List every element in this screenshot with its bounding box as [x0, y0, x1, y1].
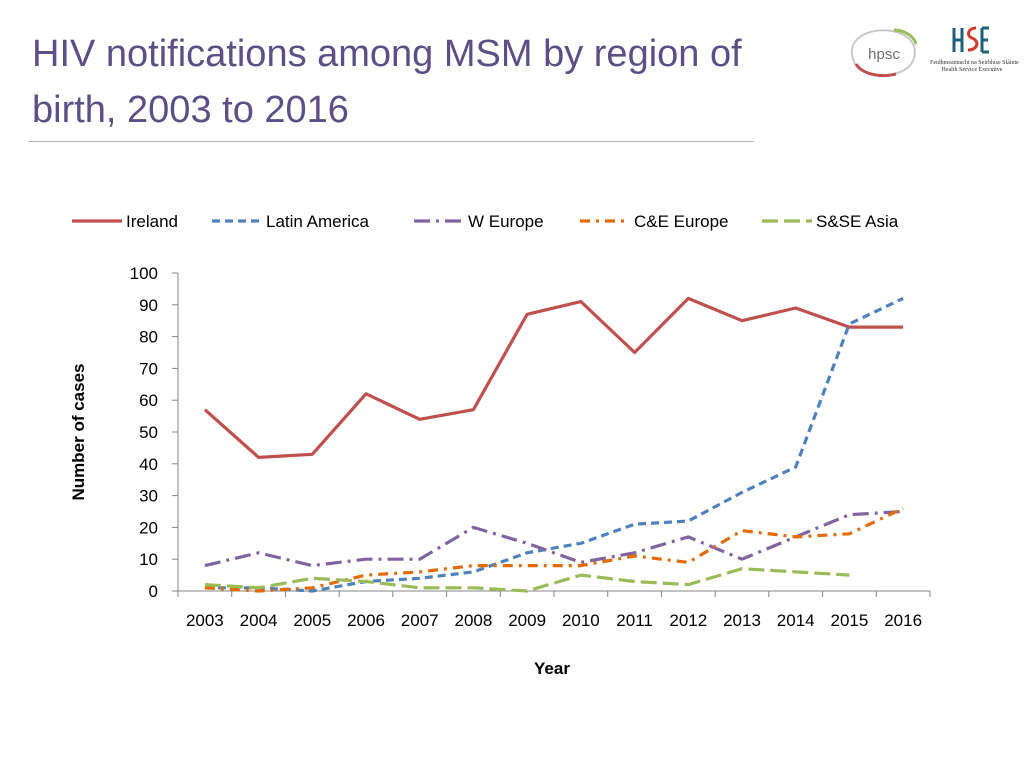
x-tick-label: 2008 — [455, 611, 493, 630]
x-tick-label: 2014 — [777, 611, 815, 630]
slide-title: HIV notifications among MSM by region of… — [32, 33, 742, 131]
x-tick-label: 2011 — [616, 611, 653, 630]
hse-logo-english-text: Health Service Executive — [941, 67, 1003, 73]
legend-label-cande-europe: C&E Europe — [634, 212, 729, 231]
x-tick-label: 2016 — [884, 611, 922, 630]
x-tick-label: 2006 — [347, 611, 385, 630]
y-tick-label: 70 — [139, 359, 158, 378]
y-tick-label: 50 — [139, 423, 158, 442]
y-axis-title: Number of cases — [69, 364, 88, 501]
series-line-latin-america — [204, 296, 904, 593]
x-tick-label: 2003 — [186, 611, 224, 630]
y-tick-label: 90 — [139, 296, 158, 315]
hse-logo-mark — [952, 26, 989, 54]
y-tick-label: 80 — [139, 328, 158, 347]
x-tick-label: 2015 — [831, 611, 869, 630]
y-tick-label: 30 — [139, 487, 158, 506]
x-tick-label: 2007 — [401, 611, 439, 630]
y-tick-label: 20 — [139, 518, 158, 537]
series-line-sandse-asia — [204, 567, 850, 593]
x-tick-label: 2013 — [723, 611, 761, 630]
hpsc-logo-text: hpsc — [868, 46, 900, 63]
hse-logo: Feidhmeannacht na Seirbhíse Sláinte Heal… — [930, 22, 1019, 82]
x-tick-label: 2010 — [562, 611, 600, 630]
legend-label-sandse-asia: S&SE Asia — [816, 212, 899, 231]
y-tick-label: 0 — [149, 582, 158, 601]
x-tick-label: 2005 — [293, 611, 331, 630]
hpsc-logo: hpsc — [846, 24, 922, 80]
x-tick-label: 2009 — [508, 611, 546, 630]
hse-logo-irish-text: Feidhmeannacht na Seirbhíse Sláinte — [930, 60, 1019, 66]
series-line-cande-europe — [204, 506, 904, 593]
y-tick-label: 40 — [139, 455, 158, 474]
x-axis-title: Year — [534, 659, 570, 678]
series-line-ireland — [203, 296, 904, 459]
y-tick-label: 60 — [139, 391, 158, 410]
y-tick-label: 10 — [139, 550, 158, 569]
x-tick-label: 2012 — [669, 611, 707, 630]
y-tick-label: 100 — [130, 264, 158, 283]
legend-label-latin-america: Latin America — [266, 212, 370, 231]
legend-label-w-europe: W Europe — [468, 212, 544, 231]
legend-label-ireland: Ireland — [126, 212, 178, 231]
series-line-w-europe — [204, 509, 904, 568]
title-divider — [28, 141, 754, 142]
x-tick-label: 2004 — [240, 611, 278, 630]
